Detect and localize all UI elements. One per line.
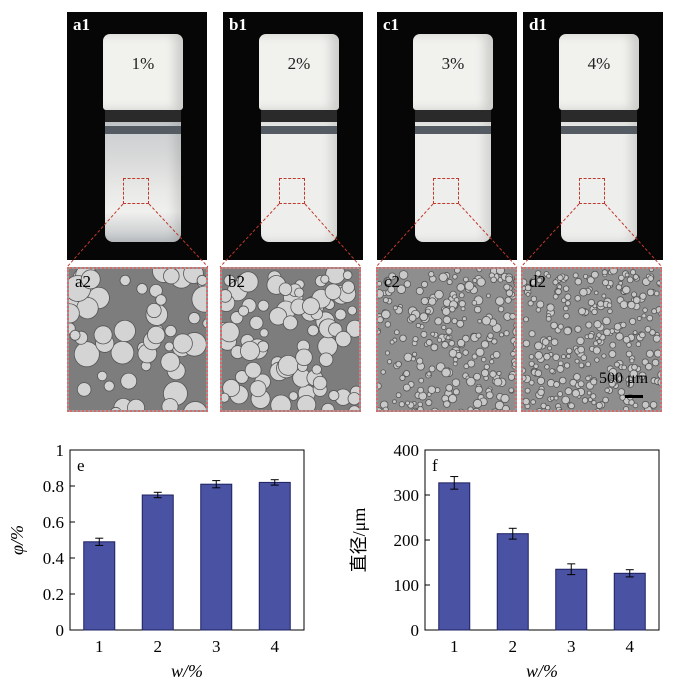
bar-4 bbox=[613, 572, 646, 631]
x-tick-label: 1 bbox=[450, 637, 459, 656]
photo-label: a1 bbox=[73, 15, 90, 34]
concentration-label: 4% bbox=[587, 54, 611, 73]
vial-neck bbox=[105, 110, 181, 122]
vial-photo-b1: b1 2% bbox=[223, 12, 363, 260]
vial-photo-a1: a1 1% bbox=[67, 12, 207, 260]
micrograph-label: c2 bbox=[384, 272, 401, 291]
x-tick-label: 1 bbox=[95, 637, 104, 656]
panel-label: f bbox=[432, 456, 438, 475]
bar-1 bbox=[83, 541, 116, 631]
zoom-region-box bbox=[433, 178, 459, 204]
y-axis-label: 直径/μm bbox=[349, 508, 369, 573]
micrograph-c2: c2 bbox=[376, 267, 517, 412]
photo-label: b1 bbox=[229, 15, 247, 34]
y-tick-label: 0.8 bbox=[43, 477, 64, 496]
vial-neck bbox=[261, 110, 337, 122]
x-tick-label: 4 bbox=[271, 637, 280, 656]
x-tick-label: 3 bbox=[567, 637, 576, 656]
panel-label: e bbox=[77, 456, 85, 475]
vial-band bbox=[415, 126, 491, 134]
y-tick-label: 300 bbox=[394, 486, 420, 505]
plot-frame bbox=[69, 449, 305, 631]
zoom-region-box bbox=[279, 178, 305, 204]
concentration-label: 2% bbox=[287, 54, 311, 73]
vial-cap bbox=[413, 34, 493, 110]
x-axis-label: w/% bbox=[171, 661, 203, 681]
micrograph-b2: b2 bbox=[220, 267, 361, 412]
y-tick-label: 400 bbox=[394, 441, 420, 460]
bar-4 bbox=[258, 481, 291, 631]
vial-cap bbox=[259, 34, 339, 110]
bar-2 bbox=[141, 494, 174, 631]
y-tick-label: 100 bbox=[394, 576, 420, 595]
vial-neck bbox=[415, 110, 491, 122]
vial-band bbox=[561, 126, 637, 134]
y-axis-label: φ/% bbox=[7, 525, 27, 555]
x-tick-label: 3 bbox=[212, 637, 221, 656]
y-tick-label: 0.4 bbox=[43, 549, 65, 568]
micrograph-a2: a2 bbox=[67, 267, 208, 412]
concentration-label: 3% bbox=[441, 54, 465, 73]
vial-photo-d1: d1 4% bbox=[523, 12, 663, 260]
y-tick-label: 0.2 bbox=[43, 585, 64, 604]
zoom-region-box bbox=[123, 178, 149, 204]
scale-bar bbox=[625, 395, 643, 398]
chart-e: 0 0.2 0.4 0.6 0.8 1 1 2 3 4 e w/% φ/% bbox=[7, 441, 305, 681]
scale-bar-label: 500 μm bbox=[599, 370, 649, 387]
concentration-label: 1% bbox=[131, 54, 155, 73]
photo-label: c1 bbox=[383, 15, 400, 34]
vial-neck bbox=[561, 110, 637, 122]
bar-3 bbox=[200, 483, 233, 631]
zoom-region-box bbox=[579, 178, 605, 204]
chart-f: 0 100 200 300 400 1 2 3 4 f w/% 直径/μm bbox=[349, 441, 660, 681]
vial-band bbox=[261, 126, 337, 134]
vial-band bbox=[105, 126, 181, 134]
bar-1 bbox=[438, 482, 471, 631]
y-tick-label: 0 bbox=[56, 621, 65, 640]
vial-photo-c1: c1 3% bbox=[377, 12, 517, 260]
micrograph-d2: d2 bbox=[521, 267, 662, 412]
vial-cap bbox=[559, 34, 639, 110]
bubble-texture bbox=[378, 269, 515, 410]
micrograph-label: a2 bbox=[75, 272, 92, 291]
y-tick-label: 200 bbox=[394, 531, 420, 550]
micrograph-label: b2 bbox=[228, 272, 245, 291]
photo-label: d1 bbox=[529, 15, 547, 34]
y-tick-label: 0 bbox=[411, 621, 420, 640]
x-axis-label: w/% bbox=[526, 661, 558, 681]
bar-3 bbox=[555, 568, 588, 631]
bubble-texture bbox=[69, 269, 206, 410]
vial-cap bbox=[103, 34, 183, 110]
x-tick-label: 2 bbox=[154, 637, 163, 656]
x-tick-label: 4 bbox=[626, 637, 635, 656]
micrograph-label: d2 bbox=[529, 272, 546, 291]
bar-2 bbox=[496, 533, 529, 631]
bubble-texture bbox=[523, 269, 660, 410]
y-tick-label: 0.6 bbox=[43, 513, 64, 532]
x-tick-label: 2 bbox=[509, 637, 518, 656]
y-tick-label: 1 bbox=[56, 441, 65, 460]
bubble-texture bbox=[222, 269, 359, 410]
